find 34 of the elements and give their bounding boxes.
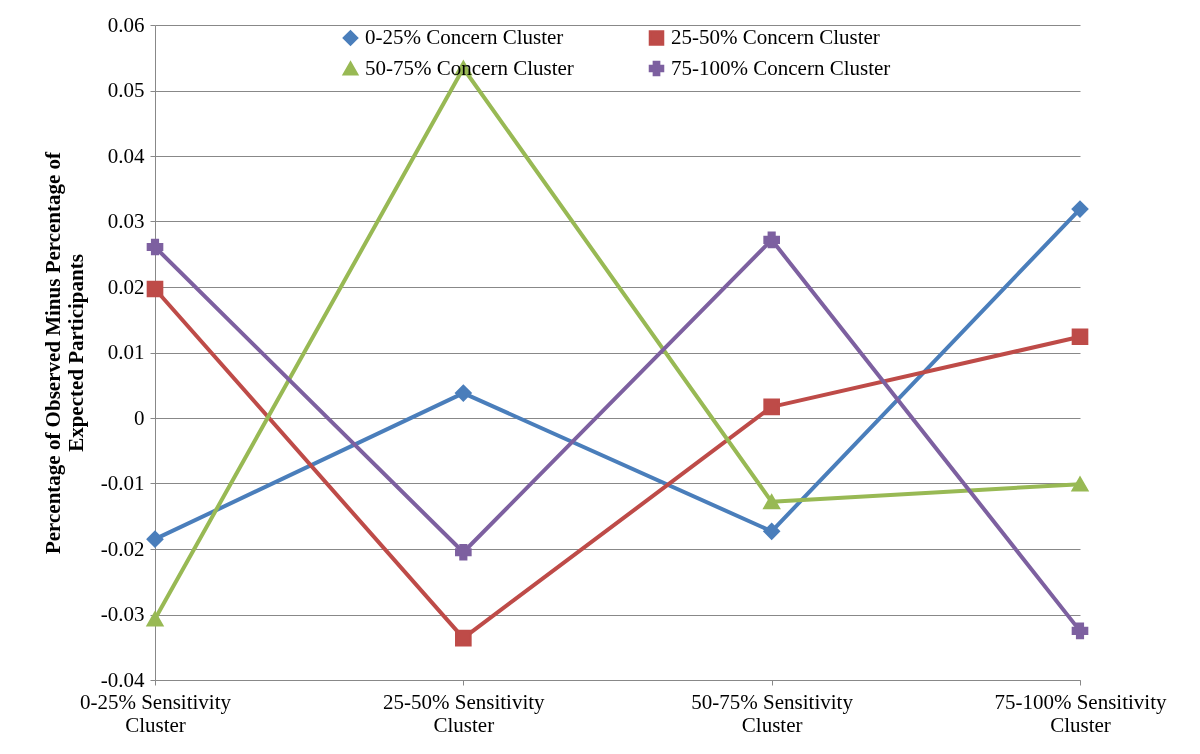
point xyxy=(455,543,472,561)
y-tick-label: 0.03 xyxy=(107,209,145,233)
y-tick-label: 0.04 xyxy=(107,143,145,168)
point xyxy=(763,231,780,249)
point xyxy=(455,384,472,402)
point xyxy=(146,280,164,298)
x-tick-label: 75-100% Sensitivity Cluster xyxy=(994,689,1168,737)
y-tick-label: 0.02 xyxy=(107,274,145,299)
y-tick-label: 0.06 xyxy=(107,12,145,37)
y-tick-label: 0.05 xyxy=(107,78,145,102)
point xyxy=(146,238,164,256)
x-tick-label: 0-25% Sensitivity Cluster xyxy=(79,689,232,737)
point xyxy=(763,494,780,510)
y-axis-title: Percentage of Observed Minus Percentage of Expected Participants xyxy=(40,150,88,555)
y-tick-label: -0.01 xyxy=(100,471,145,495)
legend-label: 75-100% Concern Cluster xyxy=(671,55,891,80)
x-tick-label: 50-75% Sensitivity Cluster xyxy=(691,689,854,737)
legend-label: 0-25% Concern Cluster xyxy=(365,24,564,49)
y-tick-label: -0.02 xyxy=(100,536,145,561)
point xyxy=(763,398,780,416)
y-tick-label: -0.04 xyxy=(100,667,145,692)
point xyxy=(1071,622,1089,640)
y-tick-label: 0.01 xyxy=(107,340,145,364)
x-tick-label: 25-50% Sensitivity Cluster xyxy=(383,689,546,737)
point xyxy=(146,530,164,548)
point xyxy=(1071,200,1089,218)
point xyxy=(763,522,780,540)
point xyxy=(455,629,472,647)
y-tick-label: 0 xyxy=(134,405,145,430)
point xyxy=(146,611,164,627)
point xyxy=(1071,328,1089,346)
y-tick-label: -0.03 xyxy=(100,602,145,626)
legend-label: 25-50% Concern Cluster xyxy=(671,24,880,49)
point xyxy=(1071,476,1089,492)
